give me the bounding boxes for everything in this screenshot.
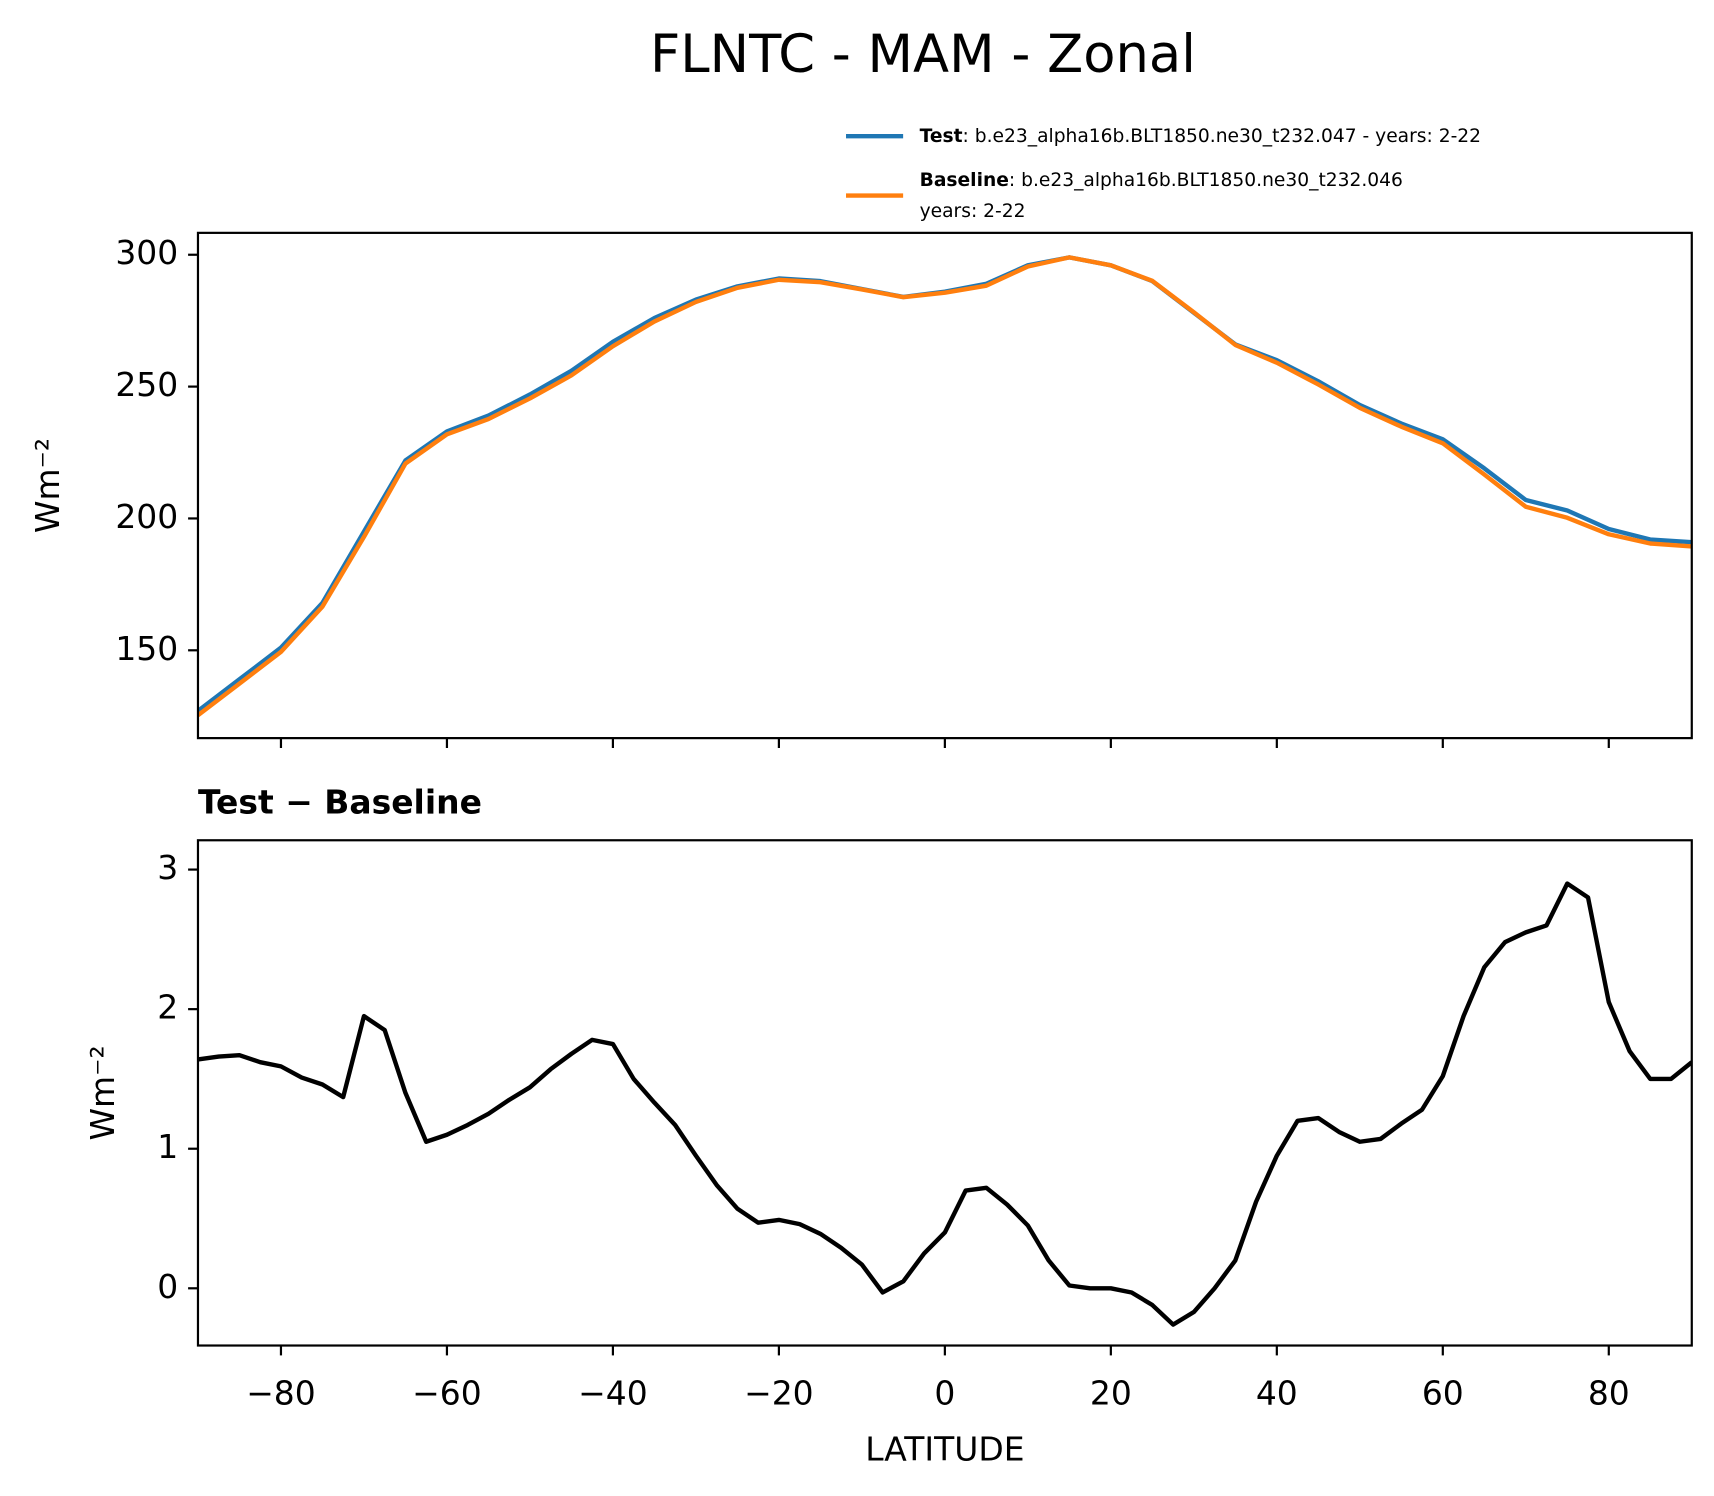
figure-title: FLNTC - MAM - Zonal <box>650 24 1196 85</box>
x-tick-label: −40 <box>578 1373 648 1412</box>
y-tick-label: 1 <box>157 1127 178 1166</box>
plot-area <box>197 881 1692 1327</box>
x-tick-label: 20 <box>1090 1373 1132 1412</box>
y-tick-label: 200 <box>115 497 178 536</box>
legend-text: : b.e23_alpha16b.BLT1850.ne30_t232.046 <box>1009 170 1403 191</box>
x-tick-label: 60 <box>1422 1373 1464 1412</box>
panel-title: Test − Baseline <box>198 783 482 822</box>
y-tick-label: 2 <box>157 988 178 1027</box>
x-tick-label: 80 <box>1588 1373 1630 1412</box>
x-tick-label: −60 <box>412 1373 482 1412</box>
y-tick-label: 300 <box>115 233 178 272</box>
y-tick-label: 0 <box>157 1267 178 1306</box>
series-line <box>197 255 1692 718</box>
series-line <box>197 881 1692 1327</box>
y-axis-label: Wm⁻² <box>28 438 67 533</box>
y-axis-label: Wm⁻² <box>83 1045 122 1140</box>
y-tick-label: 150 <box>115 629 178 668</box>
x-tick-label: 40 <box>1256 1373 1298 1412</box>
x-tick-label: 0 <box>934 1373 955 1412</box>
x-axis-label: LATITUDE <box>865 1429 1024 1468</box>
y-tick-label: 3 <box>157 848 178 887</box>
legend-text: : b.e23_alpha16b.BLT1850.ne30_t232.047 -… <box>963 126 1482 147</box>
x-tick-label: −20 <box>744 1373 814 1412</box>
y-tick-label: 250 <box>115 365 178 404</box>
series-line <box>197 255 1692 713</box>
legend-name: Baseline <box>920 170 1009 191</box>
axes-frame <box>196 231 1693 740</box>
legend-text: years: 2-22 <box>920 200 1026 221</box>
axes-frame <box>196 839 1693 1347</box>
legend-label: Baseline: b.e23_alpha16b.BLT1850.ne30_t2… <box>920 170 1403 222</box>
legend-name: Test <box>920 126 963 147</box>
legend-label: Test: b.e23_alpha16b.BLT1850.ne30_t232.0… <box>920 126 1481 147</box>
plot-area <box>197 255 1692 718</box>
x-tick-label: −80 <box>246 1373 316 1412</box>
